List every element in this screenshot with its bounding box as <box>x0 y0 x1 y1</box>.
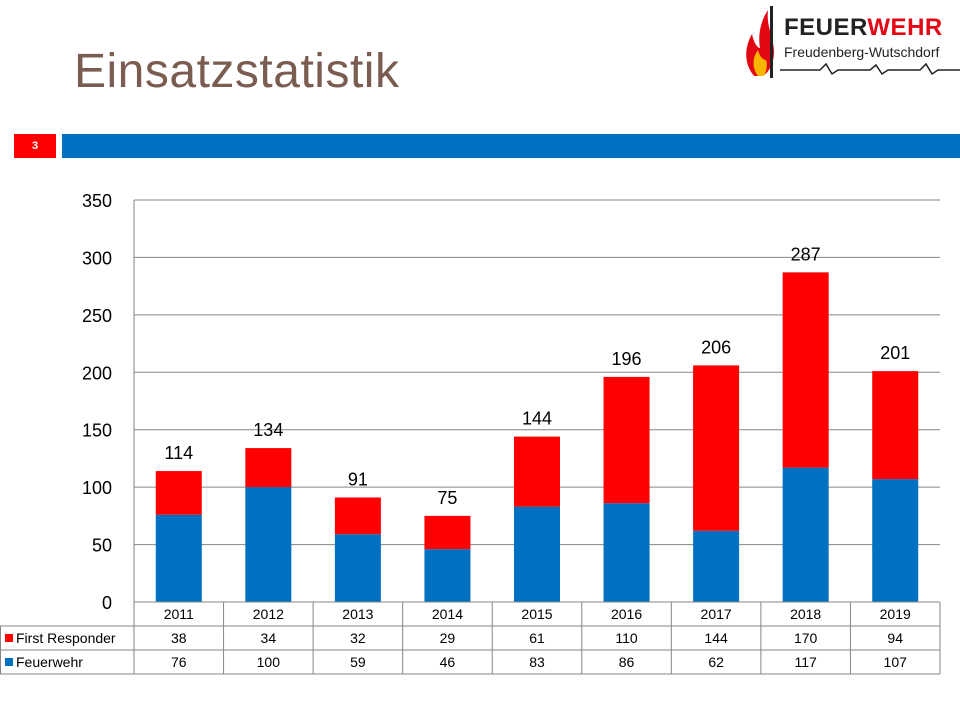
total-data-label: 75 <box>437 488 457 508</box>
legend-key <box>5 658 13 666</box>
table-value: 94 <box>887 630 903 646</box>
bar-segment-feuerwehr <box>424 549 471 602</box>
table-value: 76 <box>171 654 187 670</box>
total-data-label: 196 <box>612 349 642 369</box>
slide-title: Einsatzstatistik <box>74 45 400 98</box>
header-bar <box>62 134 960 158</box>
y-tick-label: 150 <box>82 421 112 441</box>
total-data-label: 201 <box>880 343 910 363</box>
table-value: 117 <box>795 654 818 670</box>
table-value: 29 <box>440 630 456 646</box>
bar-segment-feuerwehr <box>334 534 381 602</box>
table-value: 38 <box>171 630 187 646</box>
total-data-label: 114 <box>164 443 193 463</box>
x-category-label: 2018 <box>790 606 821 622</box>
table-value: 62 <box>708 654 724 670</box>
logo-title: FEUERWEHR <box>784 14 943 41</box>
bar-segment-feuerwehr <box>872 479 919 602</box>
bar-segment-feuerwehr <box>514 506 560 602</box>
fire-department-logo: FEUERWEHR Freudenberg-Wutschdorf <box>740 4 960 80</box>
y-tick-label: 0 <box>102 593 112 613</box>
bar-segment-feuerwehr <box>782 467 829 602</box>
table-value: 61 <box>529 630 545 646</box>
bar-segment-first-responder <box>782 272 829 468</box>
table-value: 59 <box>350 654 366 670</box>
bar-segment-feuerwehr <box>603 503 650 602</box>
bar-segment-feuerwehr <box>693 530 740 602</box>
table-value: 110 <box>615 630 638 646</box>
table-value: 144 <box>704 630 728 646</box>
y-tick-label: 300 <box>82 248 112 268</box>
flame-icon <box>746 6 774 78</box>
y-tick-label: 350 <box>82 191 112 211</box>
total-data-label: 144 <box>522 409 552 429</box>
x-category-label: 2011 <box>164 606 194 622</box>
x-category-label: 2016 <box>611 606 642 622</box>
table-value: 46 <box>440 654 456 670</box>
total-data-label: 206 <box>701 337 731 357</box>
x-category-label: 2014 <box>432 606 463 622</box>
total-data-label: 287 <box>791 244 821 264</box>
y-tick-label: 200 <box>82 363 112 383</box>
bar-segment-first-responder <box>872 371 919 480</box>
bar-segment-first-responder <box>245 448 292 488</box>
bar-segment-feuerwehr <box>155 514 202 602</box>
bar-segment-first-responder <box>603 376 650 504</box>
slide-number-badge: 3 <box>14 134 56 158</box>
table-value: 34 <box>261 630 277 646</box>
bar-segment-first-responder <box>693 365 740 531</box>
bar-segment-first-responder <box>334 497 381 535</box>
bar-segment-feuerwehr <box>245 487 292 602</box>
table-value: 170 <box>794 630 818 646</box>
x-category-label: 2017 <box>701 606 732 622</box>
y-tick-label: 250 <box>82 306 112 326</box>
table-value: 32 <box>350 630 366 646</box>
legend-series-name: Feuerwehr <box>16 654 83 670</box>
bar-segment-first-responder <box>155 471 202 515</box>
y-tick-label: 100 <box>82 478 112 498</box>
total-data-label: 91 <box>348 469 368 489</box>
table-value: 100 <box>257 654 281 670</box>
x-category-label: 2019 <box>880 606 911 622</box>
x-category-label: 2012 <box>253 606 284 622</box>
total-data-label: 134 <box>253 420 283 440</box>
bar-segment-first-responder <box>514 436 560 507</box>
y-tick-label: 50 <box>92 536 112 556</box>
x-category-label: 2015 <box>521 606 552 622</box>
heartbeat-line-icon <box>780 62 960 76</box>
table-value: 83 <box>529 654 545 670</box>
x-category-label: 2013 <box>342 606 373 622</box>
legend-series-name: First Responder <box>16 630 116 646</box>
table-value: 107 <box>884 654 908 670</box>
legend-key <box>5 634 13 642</box>
bar-segment-first-responder <box>424 515 471 550</box>
table-value: 86 <box>619 654 635 670</box>
logo-subtitle: Freudenberg-Wutschdorf <box>784 44 940 60</box>
